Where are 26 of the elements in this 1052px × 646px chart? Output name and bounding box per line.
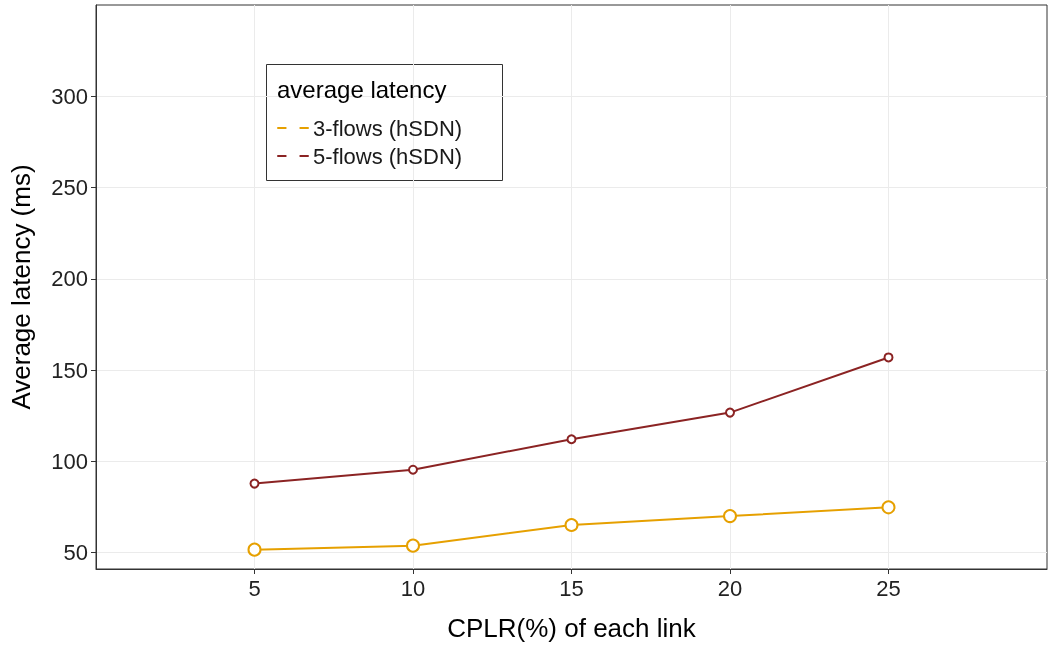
x-axis-title: CPLR(%) of each link xyxy=(447,613,697,643)
point xyxy=(564,518,579,533)
x-tick-label: 15 xyxy=(559,575,584,601)
y-tick-label: 250 xyxy=(51,175,88,201)
point xyxy=(249,478,260,489)
point xyxy=(723,509,737,524)
y-tick-label: 100 xyxy=(51,448,88,474)
point xyxy=(247,542,262,557)
point xyxy=(725,407,735,418)
x-tick-label: 5 xyxy=(248,575,261,601)
point xyxy=(566,434,577,445)
point xyxy=(883,352,894,363)
y-tick-label: 300 xyxy=(51,83,88,109)
x-tick-label: 20 xyxy=(717,575,743,601)
y-tick-label: 150 xyxy=(51,357,88,383)
point xyxy=(408,464,418,475)
legend-title: average latency xyxy=(277,75,447,103)
x-tick-label: 10 xyxy=(400,575,426,601)
legend-label: 3-flows (hSDN) xyxy=(313,115,463,141)
y-axis-title: Average latency (ms) xyxy=(6,164,36,410)
legend-label: 5-flows (hSDN) xyxy=(313,143,463,169)
point xyxy=(881,500,896,515)
x-tick-label: 25 xyxy=(876,575,901,601)
y-tick-label: 50 xyxy=(63,540,88,566)
point xyxy=(406,538,420,553)
y-tick-label: 200 xyxy=(51,266,88,292)
